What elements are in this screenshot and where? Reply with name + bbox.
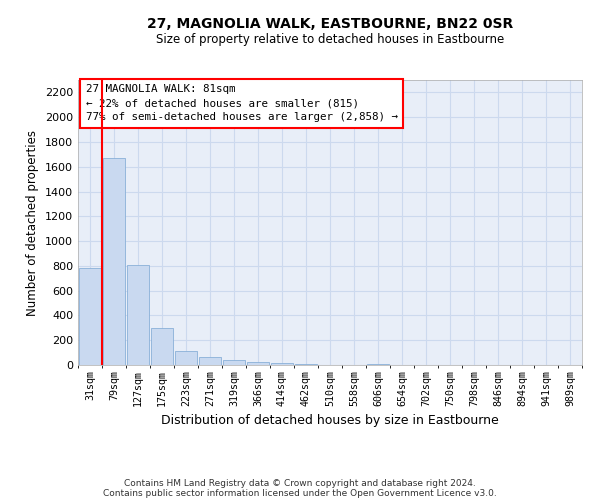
Bar <box>79 268 101 365</box>
Text: Contains HM Land Registry data © Crown copyright and database right 2024.: Contains HM Land Registry data © Crown c… <box>124 478 476 488</box>
Bar <box>127 264 149 365</box>
X-axis label: Distribution of detached houses by size in Eastbourne: Distribution of detached houses by size … <box>161 414 499 427</box>
Y-axis label: Number of detached properties: Number of detached properties <box>26 130 40 316</box>
Text: 27, MAGNOLIA WALK, EASTBOURNE, BN22 0SR: 27, MAGNOLIA WALK, EASTBOURNE, BN22 0SR <box>147 18 513 32</box>
Bar <box>295 364 317 365</box>
Bar <box>175 352 197 365</box>
Text: Contains public sector information licensed under the Open Government Licence v3: Contains public sector information licen… <box>103 488 497 498</box>
Text: 27 MAGNOLIA WALK: 81sqm
← 22% of detached houses are smaller (815)
77% of semi-d: 27 MAGNOLIA WALK: 81sqm ← 22% of detache… <box>86 84 398 122</box>
Bar <box>199 357 221 365</box>
Text: Size of property relative to detached houses in Eastbourne: Size of property relative to detached ho… <box>156 32 504 46</box>
Bar <box>247 362 269 365</box>
Bar <box>223 360 245 365</box>
Bar <box>367 364 389 365</box>
Bar <box>151 328 173 365</box>
Bar <box>103 158 125 365</box>
Bar <box>271 363 293 365</box>
